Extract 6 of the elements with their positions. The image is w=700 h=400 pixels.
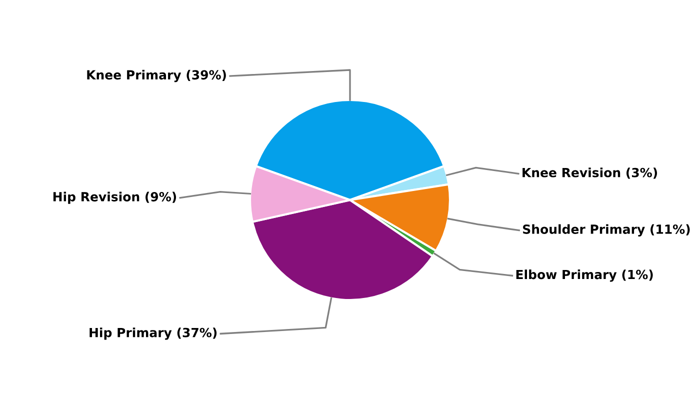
slice-label: Hip Revision (9%) bbox=[53, 192, 176, 204]
slice-label: Knee Primary (39%) bbox=[87, 70, 226, 82]
slice-label: Knee Revision (3%) bbox=[522, 168, 657, 179]
slice-label: Hip Primary (37%) bbox=[90, 328, 217, 340]
slice-label: Shoulder Primary (11%) bbox=[523, 224, 690, 236]
slice-label: Elbow Primary (1%) bbox=[516, 270, 653, 282]
